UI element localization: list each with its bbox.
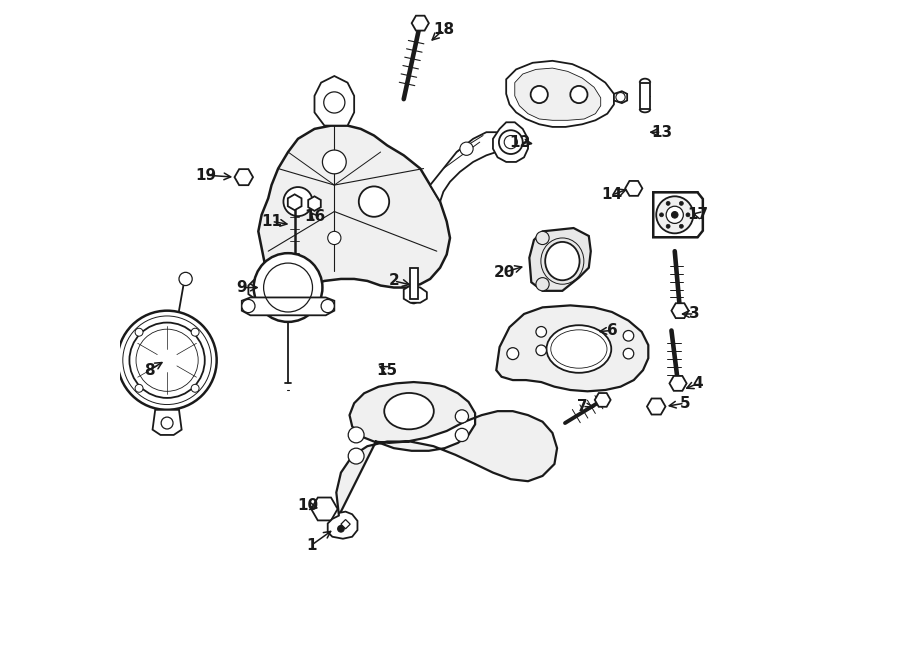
Circle shape: [666, 202, 670, 206]
Polygon shape: [506, 61, 614, 127]
Circle shape: [284, 187, 312, 216]
Circle shape: [135, 384, 143, 392]
Polygon shape: [153, 410, 182, 435]
Circle shape: [118, 311, 217, 410]
Circle shape: [616, 93, 625, 102]
Text: 18: 18: [433, 22, 454, 37]
Polygon shape: [430, 132, 503, 202]
Circle shape: [348, 448, 364, 464]
Circle shape: [322, 150, 346, 174]
Circle shape: [660, 213, 663, 217]
Text: 9: 9: [237, 280, 248, 295]
Circle shape: [324, 92, 345, 113]
Circle shape: [531, 86, 548, 103]
Polygon shape: [670, 376, 687, 391]
Circle shape: [571, 86, 588, 103]
Ellipse shape: [545, 242, 580, 280]
Text: 12: 12: [509, 135, 531, 149]
Polygon shape: [314, 76, 355, 126]
Circle shape: [348, 427, 364, 443]
Polygon shape: [595, 393, 610, 407]
Circle shape: [666, 224, 670, 228]
Circle shape: [671, 212, 678, 218]
Ellipse shape: [546, 325, 611, 373]
Circle shape: [242, 299, 255, 313]
Circle shape: [536, 345, 546, 356]
Text: 8: 8: [144, 363, 155, 377]
Polygon shape: [235, 169, 253, 185]
Circle shape: [191, 384, 199, 392]
Circle shape: [507, 348, 518, 360]
Circle shape: [455, 410, 469, 423]
Circle shape: [328, 231, 341, 245]
Text: 6: 6: [607, 323, 617, 338]
Text: 14: 14: [601, 188, 623, 202]
Polygon shape: [653, 192, 703, 237]
Circle shape: [455, 428, 469, 442]
Polygon shape: [311, 498, 338, 520]
Text: 1: 1: [306, 538, 317, 553]
Circle shape: [629, 184, 638, 193]
Circle shape: [536, 327, 546, 337]
Circle shape: [135, 329, 143, 336]
Polygon shape: [671, 303, 688, 318]
Circle shape: [652, 402, 661, 411]
Polygon shape: [493, 122, 528, 162]
Text: 11: 11: [261, 214, 282, 229]
Text: 16: 16: [304, 210, 325, 224]
Circle shape: [666, 206, 683, 223]
Polygon shape: [288, 194, 302, 210]
Circle shape: [623, 330, 634, 341]
Polygon shape: [337, 382, 557, 516]
Text: 3: 3: [689, 307, 700, 321]
Polygon shape: [328, 512, 357, 539]
Text: 20: 20: [493, 265, 515, 280]
Circle shape: [191, 329, 199, 336]
Text: 15: 15: [376, 363, 398, 377]
Polygon shape: [647, 399, 665, 414]
Polygon shape: [341, 520, 350, 529]
Circle shape: [317, 501, 332, 517]
Text: 4: 4: [693, 376, 703, 391]
Circle shape: [499, 130, 523, 154]
Polygon shape: [515, 68, 600, 120]
Circle shape: [656, 196, 693, 233]
Polygon shape: [614, 91, 627, 103]
Text: 19: 19: [195, 168, 216, 182]
Text: 10: 10: [297, 498, 319, 513]
Circle shape: [623, 348, 634, 359]
Polygon shape: [91, 346, 114, 375]
Polygon shape: [308, 196, 320, 211]
Polygon shape: [411, 16, 428, 30]
Text: 17: 17: [688, 208, 708, 222]
Circle shape: [254, 253, 322, 322]
Polygon shape: [404, 286, 427, 303]
Polygon shape: [258, 126, 450, 290]
Circle shape: [680, 224, 683, 228]
Text: 2: 2: [389, 274, 400, 288]
Polygon shape: [410, 268, 418, 299]
Polygon shape: [496, 305, 648, 391]
Circle shape: [338, 525, 344, 532]
Circle shape: [359, 186, 389, 217]
Polygon shape: [242, 297, 334, 315]
Text: 5: 5: [680, 396, 690, 410]
Polygon shape: [332, 521, 349, 537]
Ellipse shape: [384, 393, 434, 430]
Circle shape: [179, 272, 193, 286]
Text: 7: 7: [577, 399, 588, 414]
Polygon shape: [626, 181, 643, 196]
Circle shape: [680, 202, 683, 206]
Text: 13: 13: [651, 125, 672, 139]
Circle shape: [686, 213, 690, 217]
Polygon shape: [640, 83, 651, 109]
Circle shape: [536, 278, 549, 291]
Circle shape: [321, 299, 334, 313]
Circle shape: [536, 231, 549, 245]
Circle shape: [460, 142, 473, 155]
Polygon shape: [248, 274, 274, 299]
Polygon shape: [529, 228, 590, 291]
